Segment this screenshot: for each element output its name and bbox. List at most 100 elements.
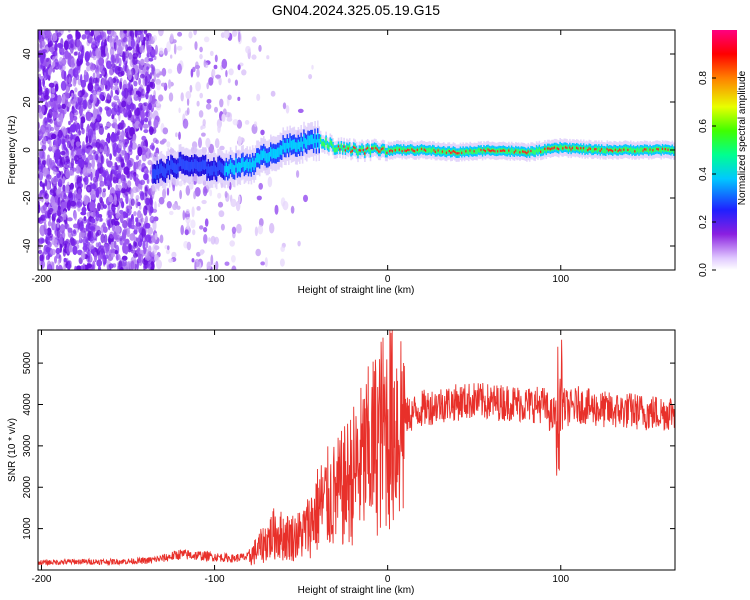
colorbar-ticks: 0.0 0.2 0.4 0.6 0.8 [698, 71, 716, 277]
spectrogram-noise-cell [203, 234, 208, 244]
spectrogram-ridge-core [462, 148, 464, 154]
spectrogram-noise-cell [107, 160, 114, 168]
spectrogram-noise-cell [105, 122, 112, 127]
spectrogram-noise-cell [95, 169, 99, 180]
spectrogram-noise-cell [39, 40, 45, 51]
spectrogram-noise-cell [145, 234, 152, 243]
spectrogram-noise-cell [172, 203, 178, 211]
spectrogram-ridge-peak [502, 149, 505, 152]
spectrogram-noise-cell [65, 170, 71, 179]
spectrogram-ridge-core [528, 150, 531, 156]
spectrogram-noise-cell [104, 145, 108, 155]
spectrogram-noise-cell [140, 213, 143, 223]
spectrogram-ridge-core [301, 141, 304, 152]
spectrogram-ridge-peak [360, 149, 362, 152]
spectrogram-noise-cell [296, 170, 300, 178]
spectrogram-ridge-core [260, 150, 262, 160]
spectrogram-noise-cell [119, 212, 124, 224]
spectrogram-noise-cell [144, 186, 148, 197]
spectrogram-noise-cell [63, 264, 66, 270]
spectrogram-noise-cell [178, 107, 181, 114]
spectrogram-noise-cell [144, 75, 148, 87]
spectrogram-noise-cell [64, 243, 67, 249]
spectrogram-noise-cell [192, 66, 196, 73]
spectrogram-ridge-peak [364, 152, 366, 155]
spectrogram-ridge-core [603, 148, 606, 154]
spectrogram-noise-cell [125, 49, 129, 58]
spectrogram-ridge-core [635, 148, 638, 154]
spectrogram-ridge-core [650, 148, 653, 154]
spectrogram-noise-cell [190, 219, 196, 229]
spectrogram-noise-cell [144, 222, 151, 229]
spectrogram-noise-cell [133, 87, 139, 98]
spectrogram-x-label: Height of straight line (km) [298, 285, 415, 296]
spectrogram-noise-cell [60, 190, 66, 200]
spectrogram-ridge-core [670, 148, 672, 154]
spectrogram-ridge-core [224, 166, 226, 176]
spectrogram-noise-cell [151, 100, 155, 105]
spectrogram-noise-cell [117, 71, 124, 77]
spectrogram-ridge-peak [378, 150, 380, 153]
spectrogram-noise-cell [152, 220, 157, 231]
spectrogram-noise-cell [115, 234, 121, 240]
spectrogram-ridge-peak [610, 149, 613, 152]
spectrogram-noise-cell [55, 253, 61, 259]
spectrogram-noise-cell [146, 44, 151, 55]
spectrogram-noise-cell [45, 254, 49, 261]
spectrogram-noise-cell [147, 159, 153, 166]
spectrogram-ridge-core [186, 160, 189, 171]
spectrogram-noise-cell [106, 210, 110, 216]
spectrogram-noise-cell [135, 221, 140, 230]
spectrogram-noise-cell [141, 88, 145, 97]
spectrogram-noise-cell [208, 77, 214, 86]
spectrogram-noise-cell [56, 94, 63, 105]
spectrogram-ridge-core [278, 147, 280, 158]
spectrogram-ridge-core [264, 151, 266, 161]
spectrogram-noise-cell [89, 38, 96, 45]
spectrogram-noise-cell [110, 54, 115, 64]
spectrogram-ridge-peak [562, 147, 564, 150]
spectrogram-noise-cell [192, 229, 196, 236]
spectrogram-noise-cell [97, 106, 103, 116]
spectrogram-noise-cell [82, 99, 87, 110]
spectrogram-noise-cell [121, 90, 126, 97]
spectrogram-noise-cell [64, 49, 69, 59]
spectrogram-noise-cell [85, 224, 90, 232]
spectrogram-noise-cell [42, 167, 48, 177]
spectrogram-noise-cell [89, 62, 94, 70]
spectrogram-noise-cell [38, 204, 41, 214]
spectrogram-noise-cell [282, 102, 287, 110]
spectrogram-noise-cell [134, 217, 139, 223]
spectrogram-noise-cell [57, 264, 63, 270]
spectrogram-ridge-core [272, 148, 275, 158]
spectrogram-noise-cell [78, 130, 82, 136]
spectrogram-noise-cell [73, 93, 77, 102]
spectrogram-noise-cell [143, 129, 149, 134]
spectrogram-y-tick-label: 40 [22, 48, 33, 60]
spectrogram-noise-cell [97, 265, 102, 270]
spectrogram-noise-cell [100, 153, 104, 164]
spectrogram-noise-cell [217, 124, 221, 133]
spectrogram-ridge-core [178, 157, 181, 167]
spectrogram-ridge-core [281, 145, 283, 156]
spectrogram-noise-cell [76, 198, 83, 207]
spectrogram-noise-cell [297, 108, 304, 113]
spectrogram-noise-cell [99, 200, 105, 210]
spectrogram-noise-cell [127, 180, 132, 188]
spectrogram-ridge-peak [595, 148, 597, 151]
spectrogram-noise-cell [81, 89, 85, 96]
spectrogram-noise-cell [134, 108, 140, 116]
spectrogram-noise-cell [219, 145, 225, 151]
spectrogram-noise-cell [57, 129, 63, 139]
spectrogram-noise-cell [116, 254, 119, 261]
spectrogram-noise-cell [152, 35, 157, 42]
spectrogram-noise-cell [38, 237, 45, 244]
spectrogram-noise-cell [185, 185, 191, 196]
spectrogram-noise-cell [228, 68, 234, 76]
spectrogram-noise-cell [47, 68, 52, 76]
spectrogram-ridge-peak [571, 146, 574, 149]
spectrogram-noise-cell [42, 135, 47, 146]
spectrogram-ridge-peak [452, 150, 455, 153]
spectrogram-ridge-peak [448, 150, 451, 153]
spectrogram-noise-cell [80, 79, 87, 88]
